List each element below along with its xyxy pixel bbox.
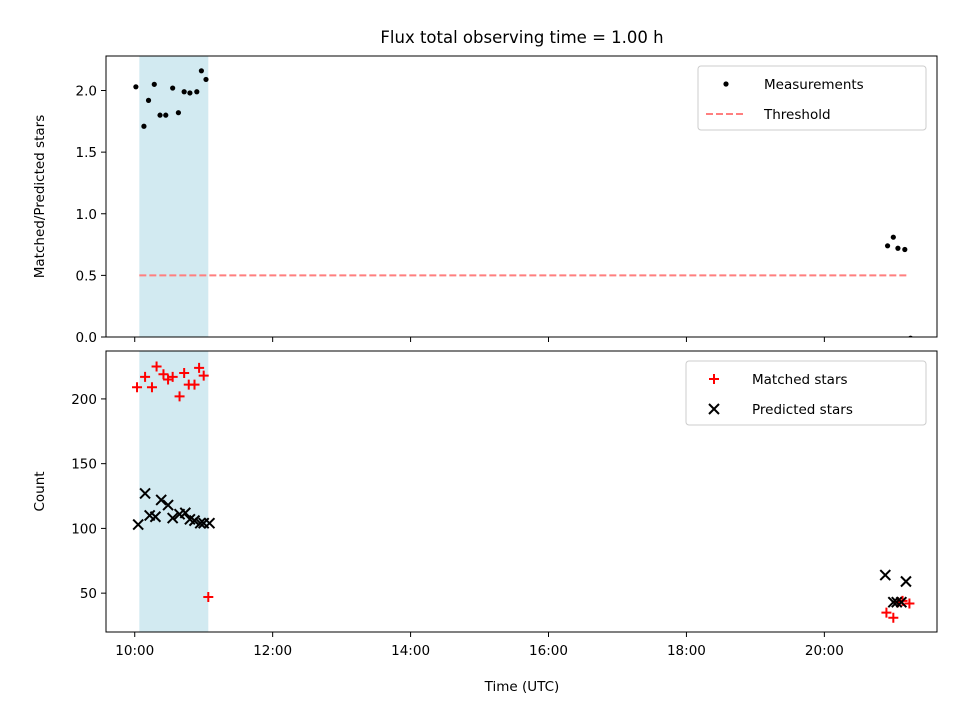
legend: Matched stars Predicted stars bbox=[685, 360, 927, 426]
measurement-point bbox=[163, 112, 169, 118]
measurement-point bbox=[890, 234, 896, 240]
legend-label: Matched stars bbox=[752, 372, 848, 388]
observing-window-shade bbox=[139, 56, 209, 337]
measurement-point bbox=[194, 89, 200, 95]
measurement-point bbox=[141, 123, 147, 129]
x-tick-label: 12:00 bbox=[253, 643, 292, 659]
matched-star-marker bbox=[167, 371, 178, 382]
predicted-star-marker bbox=[891, 596, 903, 608]
matched-star-marker bbox=[881, 607, 892, 618]
matched-star-marker bbox=[146, 382, 157, 393]
y-tick-label: 0.0 bbox=[76, 330, 97, 346]
predicted-star-marker bbox=[155, 494, 167, 506]
legend-label: Predicted stars bbox=[752, 402, 853, 418]
y-axis-label: Count bbox=[32, 471, 48, 511]
y-tick-label: 1.0 bbox=[76, 207, 97, 223]
y-tick-label: 0.5 bbox=[76, 268, 97, 284]
matched-star-marker bbox=[140, 371, 151, 382]
measurement-point bbox=[151, 81, 157, 87]
axes-frame bbox=[105, 55, 938, 338]
x-axis-label: Time (UTC) bbox=[484, 679, 560, 695]
y-tick-label: 2.0 bbox=[76, 84, 97, 100]
matched-star-marker bbox=[904, 598, 915, 609]
x-tick-label: 16:00 bbox=[529, 643, 568, 659]
predicted-star-marker bbox=[179, 507, 192, 519]
predicted-star-marker bbox=[194, 517, 206, 529]
measurement-point bbox=[133, 84, 139, 90]
measurement-point bbox=[203, 76, 209, 83]
top-panel: 0.0 0.5 1.0 1.5 2.0 Matched/Predicted stars Me… bbox=[32, 55, 938, 346]
measurement-point bbox=[157, 112, 163, 118]
y-tick-label: 200 bbox=[71, 392, 97, 408]
measurement-point bbox=[895, 245, 901, 251]
x-tick-label: 18:00 bbox=[667, 643, 706, 659]
predicted-star-marker bbox=[895, 596, 908, 608]
axes-frame bbox=[105, 350, 938, 633]
predicted-star-marker bbox=[139, 487, 151, 500]
legend-label: Threshold bbox=[763, 107, 831, 123]
measurement-point bbox=[181, 89, 187, 95]
legend-key-measurements bbox=[723, 81, 729, 87]
measurement-point bbox=[198, 68, 204, 74]
measurement-point bbox=[902, 246, 908, 253]
matched-star-marker bbox=[194, 362, 205, 373]
legend-box bbox=[697, 65, 927, 131]
y-axis-label: Matched/Predicted stars bbox=[32, 115, 48, 278]
predicted-star-marker bbox=[149, 511, 162, 523]
predicted-star-marker bbox=[166, 512, 179, 524]
matched-star-marker bbox=[198, 370, 209, 381]
legend-key-matched bbox=[709, 374, 719, 384]
matched-star-marker bbox=[179, 368, 190, 379]
bottom-panel: 50 100 150 200 Count 10:00 12:00 14:00 16:00 18:0… bbox=[32, 350, 938, 659]
plot-area bbox=[132, 351, 915, 632]
matched-star-marker bbox=[888, 612, 899, 623]
figure-title: Flux total observing time = 1.00 h bbox=[380, 28, 663, 47]
predicted-star-marker bbox=[879, 569, 891, 581]
legend: Measurements Threshold bbox=[697, 65, 927, 131]
matched-star-marker bbox=[151, 361, 162, 372]
legend-key-predicted bbox=[708, 403, 720, 415]
measurement-point bbox=[175, 110, 182, 116]
matched-star-marker bbox=[132, 382, 143, 393]
x-tick-label: 20:00 bbox=[805, 643, 844, 659]
y-tick-label: 150 bbox=[71, 457, 97, 473]
matched-star-marker bbox=[203, 592, 214, 603]
matched-star-marker bbox=[174, 391, 185, 402]
x-tick-label: 10:00 bbox=[115, 643, 154, 659]
predicted-star-marker bbox=[188, 514, 201, 527]
predicted-star-marker bbox=[162, 499, 174, 511]
y-tick-label: 100 bbox=[71, 521, 97, 537]
plot-area bbox=[133, 56, 913, 337]
predicted-star-marker bbox=[203, 517, 216, 529]
measurement-point bbox=[187, 90, 193, 96]
matched-star-marker bbox=[189, 379, 200, 390]
observing-window-shade bbox=[139, 351, 209, 632]
measurement-point bbox=[884, 243, 891, 249]
x-tick-label: 14:00 bbox=[391, 643, 430, 659]
measurement-point bbox=[145, 97, 152, 103]
y-tick-label: 1.5 bbox=[76, 145, 97, 161]
matched-star-marker bbox=[158, 369, 169, 380]
y-tick-label: 50 bbox=[80, 586, 97, 602]
predicted-star-marker bbox=[132, 518, 144, 531]
legend-label: Measurements bbox=[764, 77, 864, 93]
predicted-star-marker bbox=[900, 575, 912, 588]
measurement-point bbox=[170, 85, 176, 91]
legend-box bbox=[685, 360, 927, 426]
